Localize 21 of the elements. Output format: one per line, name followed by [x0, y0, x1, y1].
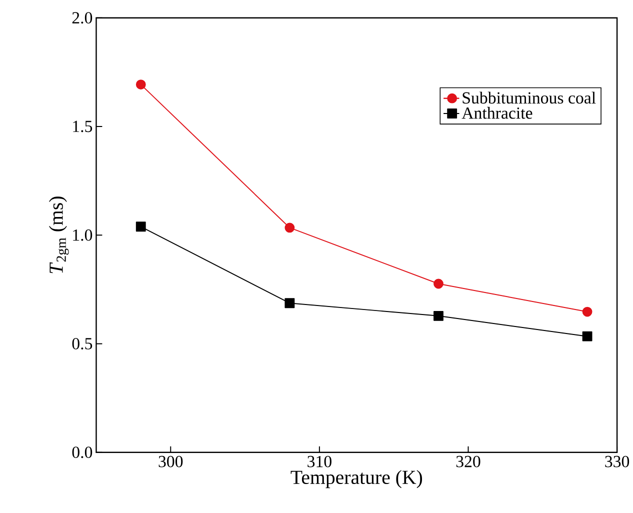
y-axis-title: T$_{2gm}$ (ms) [48, 196, 69, 274]
point [284, 298, 295, 308]
x-tick-label: 310 [308, 456, 332, 468]
y-tick-label: 0.5 [72, 338, 92, 350]
point [136, 80, 146, 90]
y-tick-label: 2.0 [72, 12, 92, 24]
point [582, 331, 592, 342]
point [284, 222, 295, 233]
point [434, 278, 444, 289]
y-tick-label: 0.0 [72, 446, 92, 458]
legend-label: Anthracite [462, 106, 532, 119]
x-axis-title: Temperature (K) [290, 470, 422, 488]
legend-label: Subbituminous coal [462, 92, 596, 104]
point [434, 311, 444, 321]
y-tick-label: 1.0 [73, 229, 92, 241]
point [136, 222, 146, 232]
y-tick-label: 1.5 [73, 120, 92, 132]
x-tick-label: 320 [456, 456, 480, 468]
point [582, 306, 592, 317]
x-tick-label: 300 [158, 456, 183, 468]
x-tick-label: 330 [605, 456, 630, 468]
